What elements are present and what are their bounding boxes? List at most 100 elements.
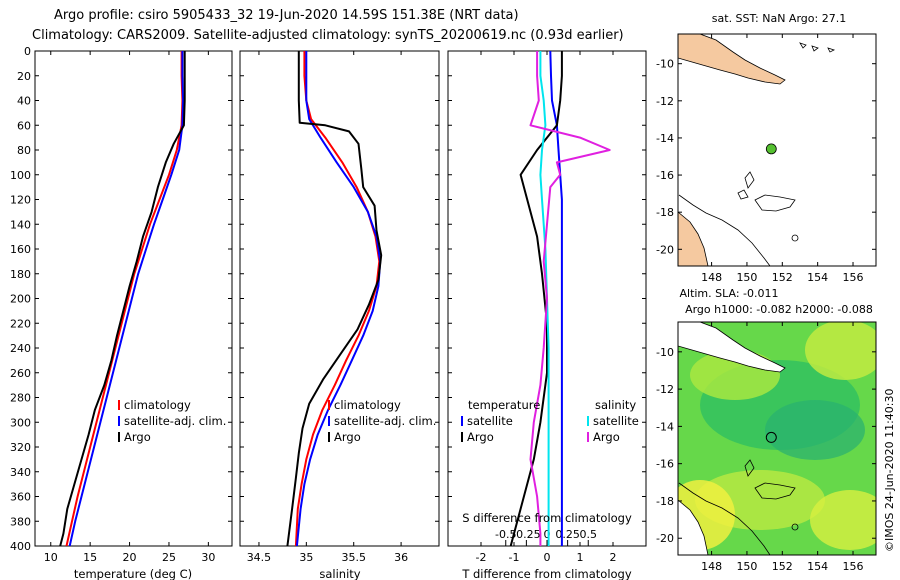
map-y-tick-label: -20 [656,243,674,256]
y-tick-label: 360 [10,491,31,504]
s-tick-label: 0.5 [580,528,598,541]
y-tick-label: 180 [10,268,31,281]
legend-label-argo: Argo [334,430,361,444]
map-x-tick-label: 152 [772,271,793,284]
figure-title-line2: Climatology: CARS2009. Satellite-adjuste… [32,28,624,43]
x-tick-label: 0 [544,551,551,564]
y-tick-label: 380 [10,515,31,528]
x-tick-label: 30 [201,551,215,564]
map-y-tick-label: -18 [656,495,674,508]
x-tick-label: -1 [509,551,520,564]
reef-outline [737,189,749,200]
y-tick-label: 0 [24,45,31,58]
difference-series [509,51,611,546]
salinity-plot-frame [239,50,440,547]
reef-outline [754,194,796,212]
map-y-tick-label: -10 [656,346,674,359]
reef-outline [791,234,799,242]
y-tick-label: 120 [10,194,31,207]
argo-location-marker [765,143,777,155]
temperature-plot-frame [34,50,233,547]
sst-map-frame [677,33,877,267]
temperature-series [59,51,186,546]
legend-label-satellite: satellite-adj. clim. [124,414,226,428]
map-x-tick-label: 156 [843,560,864,573]
y-tick-label: 300 [10,416,31,429]
reef-outline [754,482,796,500]
s-tick-label: 0 [544,528,551,541]
x-tick-label: -2 [476,551,487,564]
s-tick-label: -0.5 [495,528,516,541]
sla-map-frame [677,321,877,556]
map-y-tick-label: -10 [656,58,674,71]
series-line-argo [286,51,383,546]
map-x-tick-label: 150 [736,271,757,284]
island-outlines [799,42,836,53]
bathymetry-contour [678,482,771,555]
series-line-satellite-temperature- [549,51,563,546]
x-tick-label: 36 [394,551,408,564]
y-tick-label: 140 [10,218,31,231]
s-difference-label: S difference from climatology [462,511,632,525]
x-tick-label: 20 [123,551,137,564]
sst-map-ocean [678,34,876,266]
y-tick-label: 20 [17,70,31,83]
legend-title-salinity: salinity [595,398,636,412]
difference-legend: temperature salinity satellite Argo sate… [461,398,639,444]
map-x-tick-label: 152 [772,560,793,573]
y-tick-label: 220 [10,317,31,330]
sla-map-axes: 148 150 152 154 156 -10 -12 -14 -16 -18 -20 [656,322,876,573]
legend-label-argo-t: Argo [467,430,494,444]
x-tick-label: 35.5 [341,551,366,564]
y-tick-label: 280 [10,392,31,405]
imos-watermark: ©IMOS 24-Jun-2020 11:40:30 [883,388,896,552]
s-tick-label: 0.25 [555,528,580,541]
map-y-tick-label: -20 [656,532,674,545]
reef-outline [744,459,755,477]
map-y-tick-label: -16 [656,458,674,471]
bathymetry-contour [678,194,771,266]
y-tick-label: 40 [17,95,31,108]
series-line-argo [59,51,186,546]
y-tick-label: 80 [17,144,31,157]
y-tick-label: 260 [10,367,31,380]
series-line-argo-salinity- [529,51,611,546]
y-tick-label: 160 [10,243,31,256]
x-tick-label: 25 [162,551,176,564]
series-line-argo-temperature- [509,51,563,546]
temperature-axes: 0 20 40 60 80 100 120 140 160 180 200 220 240 260 280 3… [10,45,232,564]
x-tick-label: 1 [577,551,584,564]
map-y-tick-label: -12 [656,95,674,108]
map-y-tick-label: -12 [656,383,674,396]
salinity-legend: climatology satellite-adj. clim. Argo [328,398,436,444]
map-y-tick-label: -14 [656,132,674,145]
sst-map [678,34,876,266]
map-x-tick-label: 150 [736,560,757,573]
legend-label-argo-s: Argo [593,430,620,444]
legend-label-climatology: climatology [124,398,191,412]
sla-field-low [765,400,865,460]
series-line-satellite-salinity- [539,51,550,546]
australia-mask [678,499,709,555]
sla-field-high [810,490,876,550]
x-tick-label: 10 [44,551,58,564]
x-tick-label: 35 [299,551,313,564]
x-tick-label: 34.5 [247,551,272,564]
sla-map-title: Altim. SLA: -0.011 [679,287,778,300]
y-tick-label: 400 [10,540,31,553]
sst-map-axes: 148 150 152 154 156 -10 -12 -14 -16 -18 -20 [656,34,876,284]
sla-map-subtitle: Argo h1000: -0.082 h2000: -0.088 [685,303,873,316]
salinity-xlabel: salinity [319,567,360,580]
y-tick-label: 240 [10,342,31,355]
png-coast-mask [678,322,786,373]
legend-label-argo: Argo [124,430,151,444]
australia-landmass [678,211,709,266]
map-x-tick-label: 148 [701,271,722,284]
map-x-tick-label: 154 [807,271,828,284]
temperature-legend: climatology satellite-adj. clim. Argo [118,398,226,444]
y-tick-label: 320 [10,441,31,454]
map-x-tick-label: 154 [807,560,828,573]
map-y-tick-label: -16 [656,169,674,182]
temperature-xlabel: temperature (deg C) [74,567,192,580]
y-tick-label: 200 [10,293,31,306]
